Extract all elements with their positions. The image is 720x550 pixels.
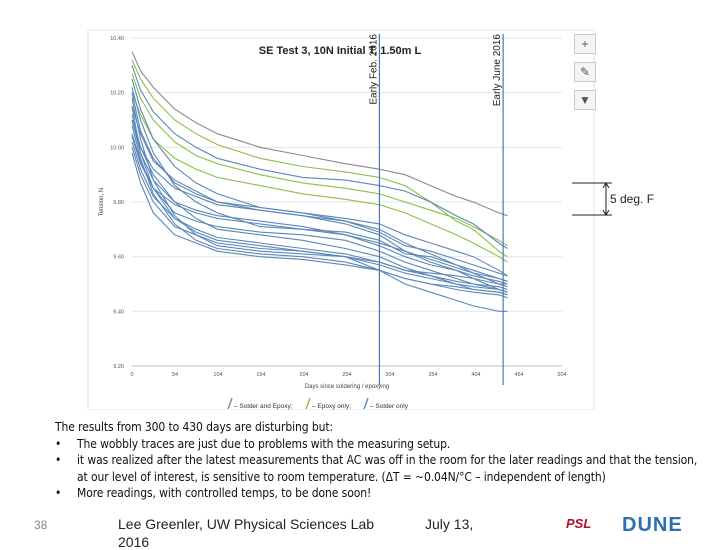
series-line — [131, 133, 508, 293]
filter-icon[interactable]: ▼ — [574, 90, 596, 110]
legend-entry: – Solder and Epoxy; — [234, 403, 293, 410]
bracket-label: 5 deg. F — [610, 192, 654, 206]
notes-intro: The results from 300 to 430 days are dis… — [55, 420, 334, 434]
tension-chart: 9.20 9.40 9.60 9.80 10.00 10.20 10.40 0 54 104 154… — [87, 29, 654, 411]
bullet-mark: • — [55, 453, 62, 467]
bracket-arrow-up — [602, 182, 610, 189]
series-line — [131, 51, 508, 217]
author: Lee Greenler, UW Physical Sciences Lab — [118, 516, 375, 532]
brush-icon[interactable]: ✎ — [574, 62, 596, 82]
y-tick-label: 10.40 — [110, 36, 124, 42]
series-line — [131, 97, 508, 285]
bullet-mark: • — [55, 486, 62, 500]
legend-swatch — [363, 397, 369, 410]
y-tick-label: 9.40 — [113, 309, 124, 315]
series-line — [131, 92, 508, 277]
x-tick-label: 454 — [514, 372, 523, 378]
x-tick-label: 404 — [471, 372, 480, 378]
x-axis-label: Days since soldering / epoxying — [305, 384, 389, 390]
series-line — [131, 119, 508, 296]
x-tick-label: 154 — [256, 372, 265, 378]
x-tick-label: 354 — [428, 372, 437, 378]
x-tick-label: 54 — [172, 372, 178, 378]
y-tick-label: 10.20 — [110, 91, 124, 97]
legend-swatch — [305, 397, 311, 410]
x-tick-label: 204 — [299, 372, 308, 378]
date-marker-label: Early Feb. 2016 — [368, 34, 379, 105]
bullet-text: The wobbly traces are just due to proble… — [77, 436, 451, 451]
series-line — [131, 106, 508, 312]
legend-entry: – Epoxy only; — [312, 403, 351, 410]
x-tick-label: 304 — [385, 372, 394, 378]
bracket-arrow-down — [602, 209, 610, 216]
psl-logo: PSL — [566, 516, 592, 531]
date: July 13, — [425, 516, 474, 532]
x-tick-label: 104 — [213, 372, 222, 378]
series-line — [131, 73, 508, 247]
series-line — [131, 141, 508, 291]
notes: The results from 300 to 430 days are dis… — [55, 419, 705, 502]
slide-footer: 38 Lee Greenler, UW Physical Sciences La… — [0, 514, 720, 550]
series-line — [131, 152, 508, 299]
series-line — [131, 119, 508, 285]
x-tick-label: 254 — [342, 372, 351, 378]
series-line — [131, 92, 508, 263]
y-tick-label: 9.80 — [113, 200, 124, 206]
slide-number: 38 — [34, 518, 48, 532]
notes-bullet: • More readings, with controlled temps, … — [55, 485, 705, 502]
notes-bullet: • it was realized after the latest measu… — [55, 452, 705, 485]
notes-bullet: • The wobbly traces are just due to prob… — [55, 436, 705, 453]
x-tick-label: 0 — [130, 372, 133, 378]
y-tick-label: 9.60 — [113, 255, 124, 261]
y-axis-label: Tension, N — [99, 188, 105, 216]
bullet-text: it was realized after the latest measure… — [77, 453, 698, 484]
y-tick-label: 10.00 — [110, 145, 124, 151]
x-tick-label: 504 — [557, 372, 566, 378]
bullet-text: More readings, with controlled temps, to… — [77, 486, 372, 500]
legend-swatch — [227, 397, 233, 410]
series-line — [131, 78, 508, 277]
series-line — [131, 136, 508, 282]
chart-title: SE Test 3, 10N Initial T, 1.50m L — [259, 45, 422, 57]
date-marker-label: Early June 2016 — [492, 34, 503, 107]
series-line — [131, 65, 508, 249]
series-line — [131, 114, 508, 293]
author-overflow: 2016 — [118, 534, 150, 550]
legend-entry: – Solder only — [370, 403, 409, 410]
chart-area: 9.20 9.40 9.60 9.80 10.00 10.20 10.40 0 54 104 154… — [87, 29, 654, 411]
dune-logo: DUNE — [622, 514, 683, 536]
y-tick-label: 9.20 — [113, 364, 124, 370]
series-line — [131, 125, 508, 296]
chart-toolbar: + ✎ ▼ — [574, 34, 596, 118]
plus-icon[interactable]: + — [574, 34, 596, 54]
series-line — [131, 59, 508, 258]
bullet-mark: • — [55, 436, 62, 451]
